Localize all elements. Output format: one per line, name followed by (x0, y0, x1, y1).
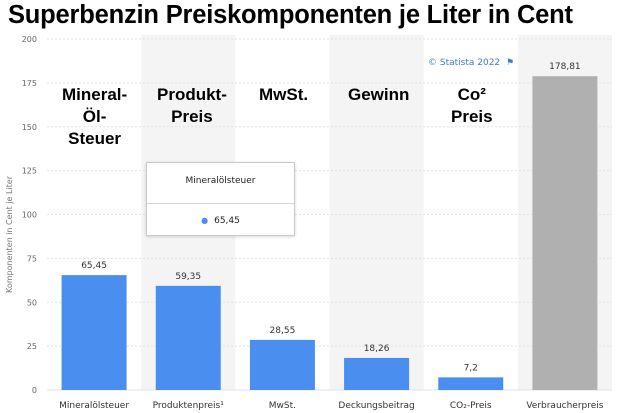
y-tick-label: 25 (27, 342, 37, 351)
credit-text: © Statista 2022 (428, 58, 501, 68)
bar (532, 76, 598, 391)
x-tick-label: MwSt. (269, 401, 296, 411)
x-tick-label: Mineralölsteuer (59, 401, 129, 411)
y-tick-label: 50 (27, 298, 37, 307)
page-title: Superbenzin Preiskomponenten je Liter in… (8, 1, 573, 29)
value-label: 59,35 (175, 272, 201, 282)
overlay-label-mineraloelsteuer: Mineral- Öl- Steuer (62, 84, 127, 150)
statista-credit[interactable]: © Statista 2022 ⚑ (428, 58, 514, 68)
value-label: 18,26 (364, 344, 390, 354)
bar (344, 357, 410, 390)
flag-icon: ⚑ (506, 58, 515, 68)
overlay-line: Produkt- (157, 85, 227, 104)
y-tick-label: 75 (27, 254, 37, 263)
y-tick-label: 150 (22, 123, 37, 132)
value-label: 7,2 (464, 363, 478, 373)
bar (61, 275, 127, 390)
y-tick-label: 0 (32, 386, 37, 395)
overlay-line: Gewinn (348, 85, 410, 104)
tooltip: Mineralölsteuer ● 65,45 (146, 162, 295, 236)
overlay-line: MwSt. (259, 85, 309, 104)
overlay-label-mwst: MwSt. (259, 84, 308, 106)
y-tick-label: 100 (22, 211, 37, 220)
category-band (329, 35, 424, 390)
overlay-line: Steuer (68, 129, 122, 148)
overlay-label-co2preis: Co² Preis (451, 84, 493, 128)
overlay-line: Öl- (82, 107, 107, 126)
series-dot-icon: ● (201, 216, 209, 225)
x-tick-label: Produktenpreis¹ (153, 401, 225, 411)
value-label: 65,45 (81, 261, 107, 271)
tooltip-title: Mineralölsteuer (147, 163, 294, 204)
y-tick-label: 125 (22, 167, 37, 176)
overlay-line: Mineral- (62, 85, 128, 104)
overlay-line: Co² (457, 85, 486, 104)
overlay-label-produktpreis: Produkt- Preis (157, 84, 227, 128)
y-axis-label: Komponenten in Cent je Liter (5, 175, 14, 293)
tooltip-value: 65,45 (214, 216, 240, 226)
overlay-line: Preis (171, 107, 213, 126)
value-label: 178,81 (549, 62, 581, 72)
x-tick-label: Deckungsbeitrag (338, 401, 414, 411)
tooltip-row: ● 65,45 (147, 204, 294, 226)
bar (155, 285, 221, 390)
bar (438, 377, 504, 390)
bar (249, 339, 315, 390)
y-tick-label: 200 (22, 35, 37, 44)
x-tick-label: CO₂-Preis (450, 401, 492, 411)
overlay-label-gewinn: Gewinn (348, 84, 409, 106)
value-label: 28,55 (270, 326, 296, 336)
overlay-line: Preis (451, 107, 493, 126)
y-tick-label: 175 (22, 79, 37, 88)
x-tick-label: Verbraucherpreis (526, 401, 603, 411)
